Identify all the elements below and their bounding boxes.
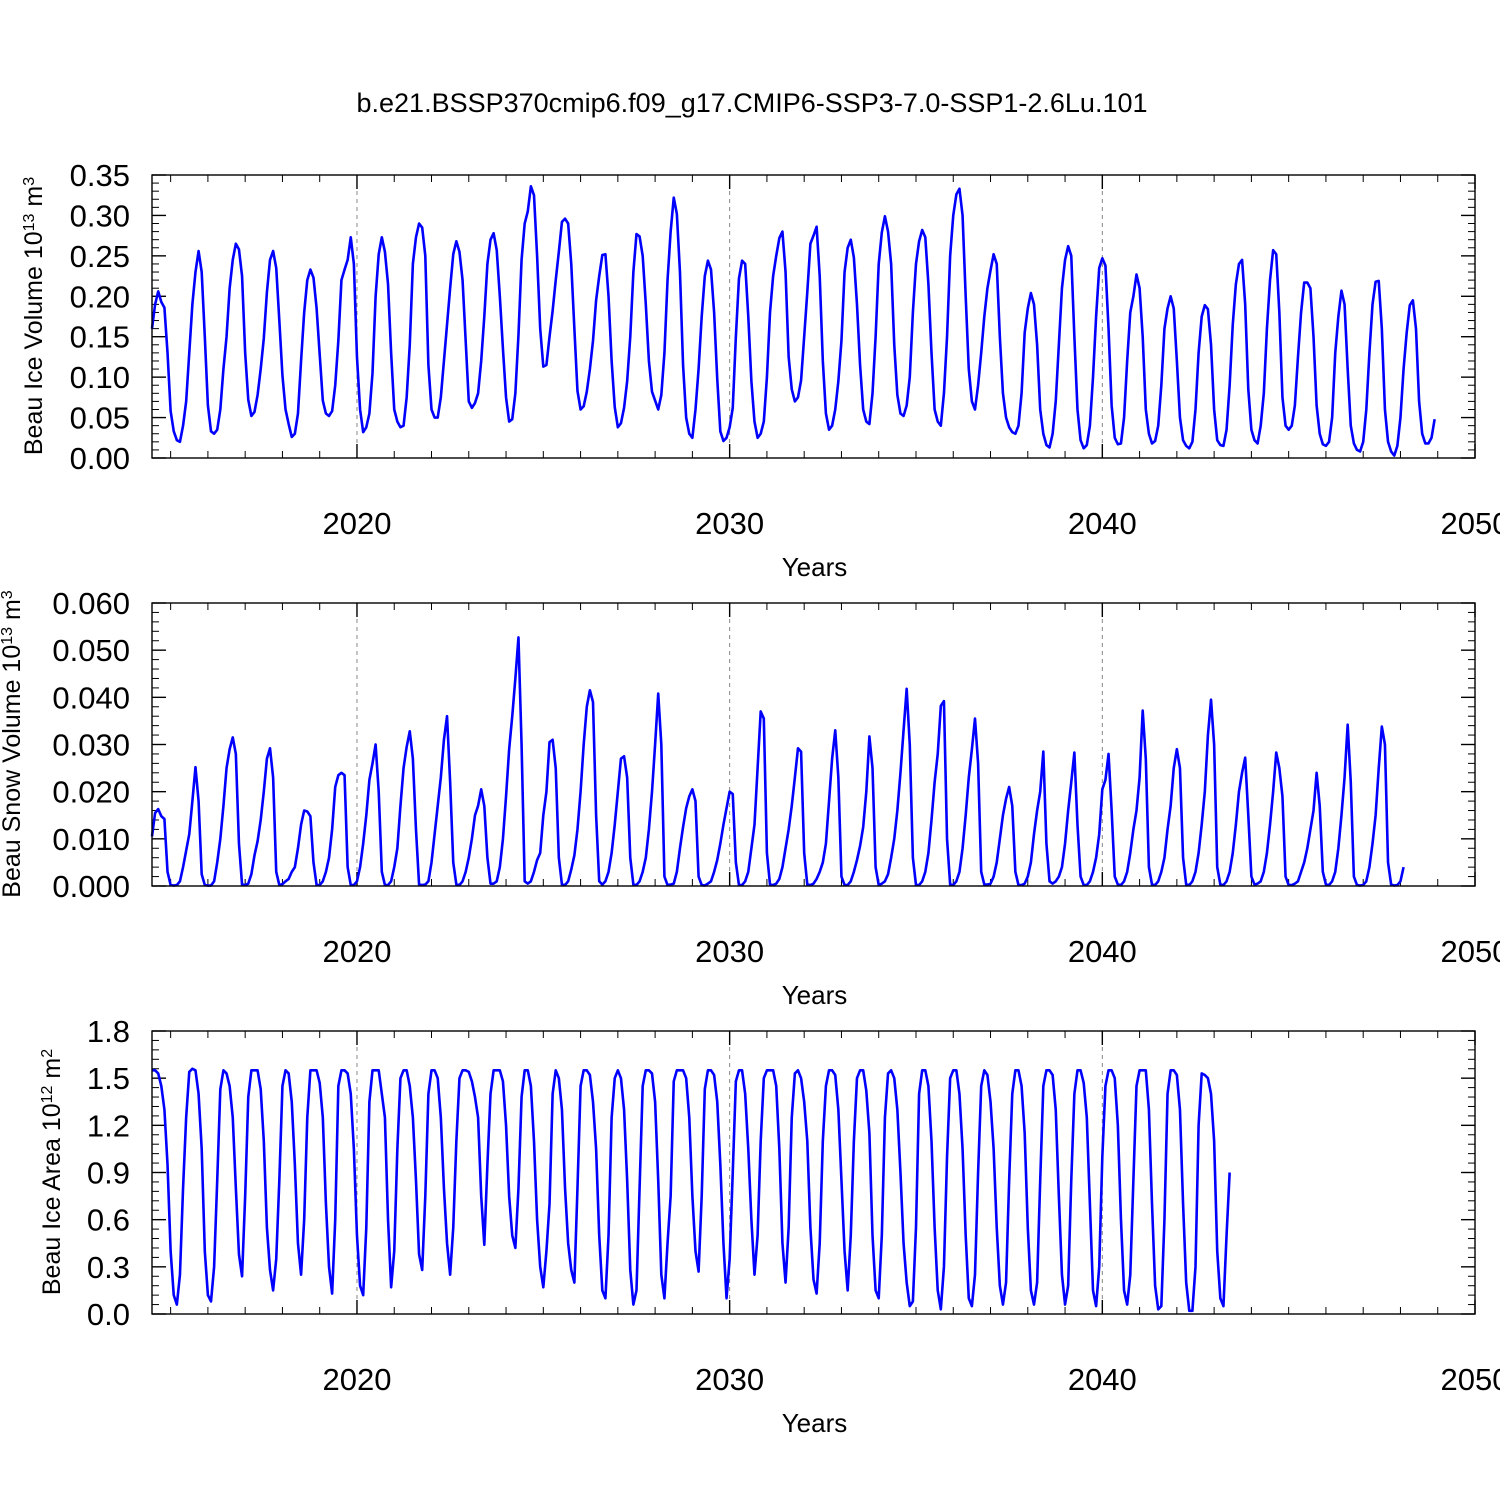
ice-volume-line bbox=[150, 185, 1436, 457]
x-tick-label: 2020 bbox=[322, 506, 391, 541]
vertical-gridlines bbox=[356, 603, 1103, 886]
x-axis-label: Years bbox=[782, 552, 848, 582]
y-tick-label: 0.20 bbox=[70, 279, 130, 314]
figure-title: b.e21.BSSP370cmip6.f09_g17.CMIP6-SSP3-7.… bbox=[357, 88, 1148, 118]
x-tick-label: 2050 bbox=[1441, 1362, 1500, 1397]
y-tick-label: 0.10 bbox=[70, 360, 130, 395]
y-tick-label: 0.030 bbox=[52, 728, 130, 763]
y-tick-label: 0.050 bbox=[52, 633, 130, 668]
y-label-main: Beau Ice Volume 10 bbox=[20, 231, 48, 455]
y-tick-label: 0.6 bbox=[87, 1203, 130, 1238]
y-label-main: Beau Ice Area 10 bbox=[38, 1103, 66, 1295]
panel-snow-volume: 0.000 0.010 0.020 0.030 0.040 0.050 0.060 2020… bbox=[0, 586, 1500, 1010]
y-tick-label: 0.010 bbox=[52, 822, 130, 857]
y-label-exponent: 12 bbox=[39, 1085, 56, 1103]
x-tick-label: 2040 bbox=[1068, 1362, 1137, 1397]
x-tick-label: 2020 bbox=[322, 934, 391, 969]
y-tick-label: 0.040 bbox=[52, 680, 130, 715]
x-tick-label: 2040 bbox=[1068, 934, 1137, 969]
x-axis-label: Years bbox=[782, 980, 848, 1010]
snow-volume-line bbox=[150, 636, 1405, 887]
y-tick-label: 0.060 bbox=[52, 586, 130, 621]
y-label-main: Beau Snow Volume 10 bbox=[0, 645, 26, 898]
x-tick-label: 2040 bbox=[1068, 506, 1137, 541]
y-axis-label: Beau Snow Volume 1013 m3 bbox=[0, 590, 26, 898]
y-axis: 0.00 0.05 0.10 0.15 0.20 0.25 0.30 0.35 bbox=[70, 158, 1475, 476]
y-label-unit: m bbox=[38, 1058, 66, 1086]
y-tick-label: 1.2 bbox=[87, 1108, 130, 1143]
minor-ticks bbox=[152, 1031, 1475, 1314]
y-tick-label: 0.05 bbox=[70, 401, 130, 436]
y-label-exponent: 13 bbox=[21, 213, 38, 231]
plot-frame bbox=[151, 1030, 1476, 1315]
x-tick-label: 2050 bbox=[1441, 506, 1500, 541]
minor-ticks bbox=[152, 175, 1475, 458]
plot-frame bbox=[151, 174, 1476, 459]
y-label-unit: m bbox=[20, 186, 48, 214]
x-tick-label: 2030 bbox=[695, 934, 764, 969]
y-tick-label: 0.25 bbox=[70, 239, 130, 274]
y-tick-label: 0.0 bbox=[87, 1297, 130, 1332]
y-tick-label: 0.020 bbox=[52, 775, 130, 810]
vertical-gridlines bbox=[356, 175, 1103, 458]
y-tick-label: 1.5 bbox=[87, 1061, 130, 1096]
y-axis: 0.0 0.3 0.6 0.9 1.2 1.5 1.8 bbox=[87, 1014, 1475, 1332]
y-axis-label: Beau Ice Volume 1013 m3 bbox=[20, 177, 48, 455]
y-label-unit-exponent: 2 bbox=[39, 1049, 56, 1058]
x-tick-label: 2030 bbox=[695, 506, 764, 541]
y-tick-label: 1.8 bbox=[87, 1014, 130, 1049]
y-label-unit-exponent: 3 bbox=[0, 590, 16, 599]
y-tick-label: 0.30 bbox=[70, 198, 130, 233]
x-tick-label: 2030 bbox=[695, 1362, 764, 1397]
y-tick-label: 0.00 bbox=[70, 441, 130, 476]
y-axis-label: Beau Ice Area 1012 m2 bbox=[38, 1049, 66, 1295]
x-axis-label: Years bbox=[782, 1408, 848, 1438]
y-tick-label: 0.35 bbox=[70, 158, 130, 193]
panel-ice-volume: 0.00 0.05 0.10 0.15 0.20 0.25 0.30 0.35 2020 203… bbox=[20, 158, 1500, 582]
y-tick-label: 0.3 bbox=[87, 1250, 130, 1285]
x-tick-label: 2050 bbox=[1441, 934, 1500, 969]
ice-area-line bbox=[152, 1067, 1231, 1313]
y-label-exponent: 13 bbox=[0, 627, 16, 645]
x-tick-label: 2020 bbox=[322, 1362, 391, 1397]
panel-ice-area: 0.0 0.3 0.6 0.9 1.2 1.5 1.8 2020 2030 2040 2050 B… bbox=[38, 1014, 1500, 1438]
y-tick-label: 0.000 bbox=[52, 869, 130, 904]
y-label-unit-exponent: 3 bbox=[21, 177, 38, 186]
x-axis: 2020 2030 2040 2050 bbox=[322, 603, 1500, 969]
y-tick-label: 0.15 bbox=[70, 320, 130, 355]
plot-frame bbox=[151, 602, 1476, 887]
y-tick-label: 0.9 bbox=[87, 1156, 130, 1191]
x-axis: 2020 2030 2040 2050 bbox=[322, 1031, 1500, 1397]
y-label-unit: m bbox=[0, 599, 26, 627]
y-axis: 0.000 0.010 0.020 0.030 0.040 0.050 0.060 bbox=[52, 586, 1475, 904]
